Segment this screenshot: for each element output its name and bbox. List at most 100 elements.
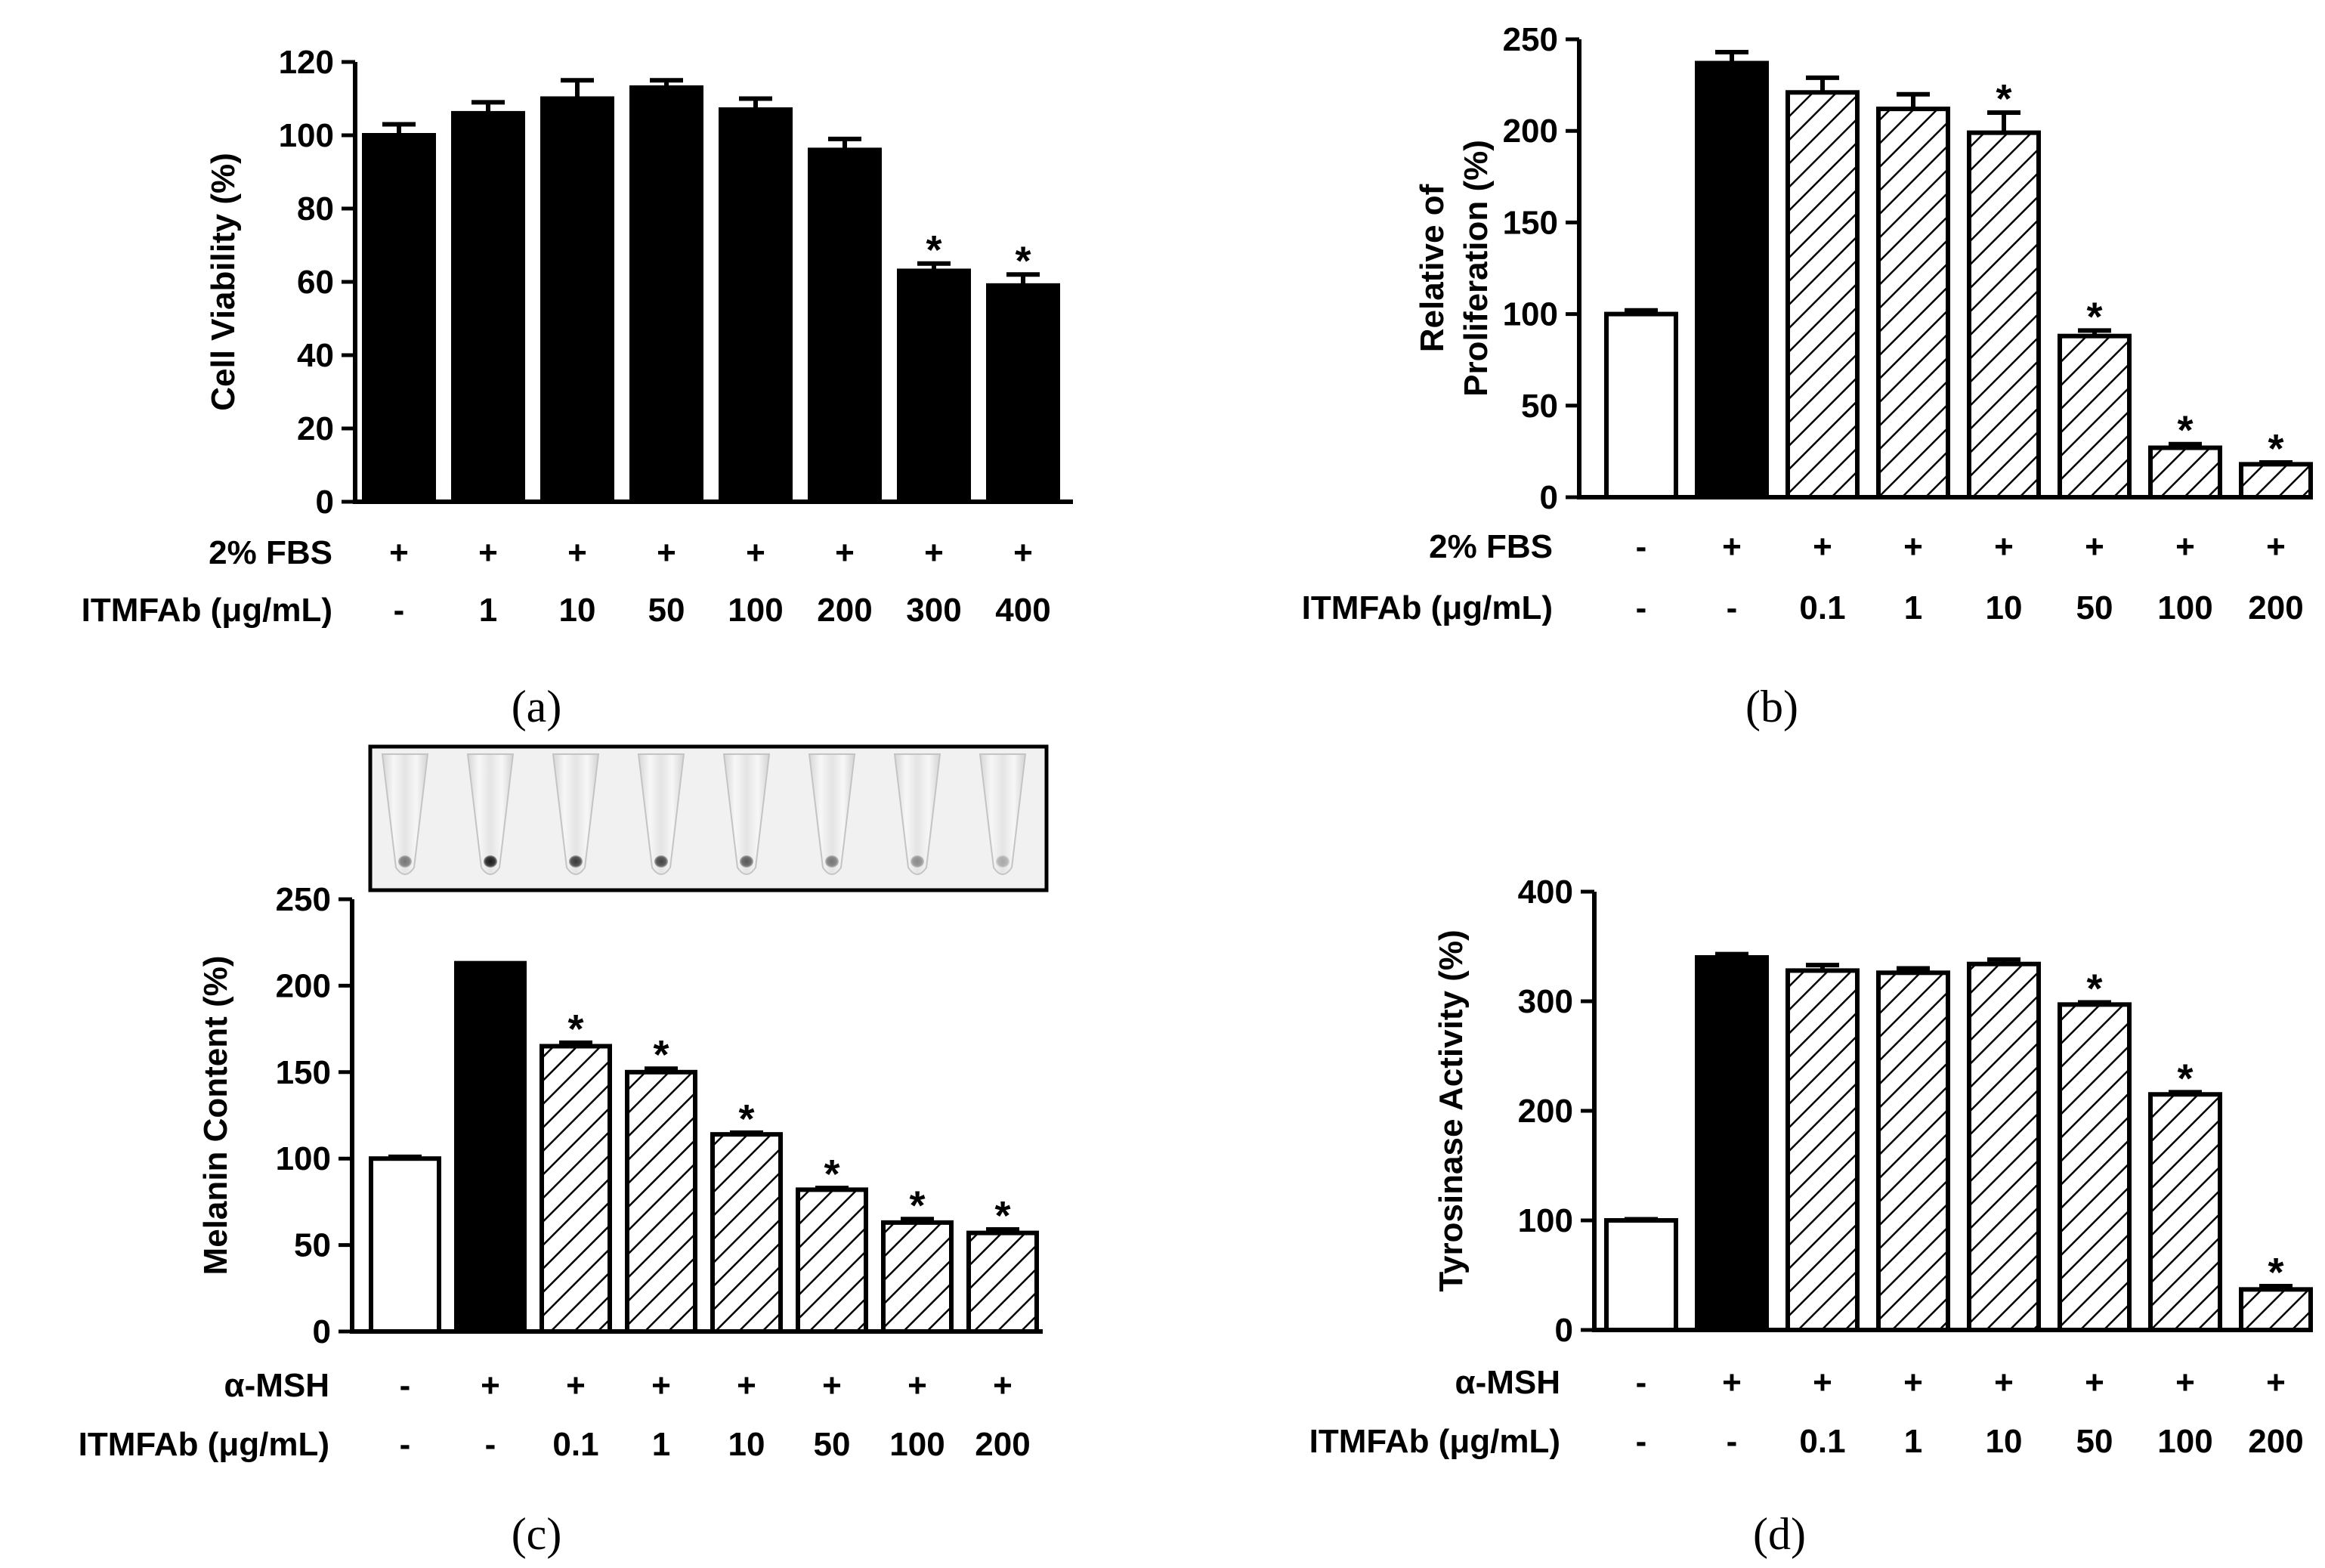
bar [1785, 968, 1860, 1333]
condition-value: + [907, 1367, 927, 1404]
condition-value: 200 [817, 592, 872, 629]
condition-value: 1 [652, 1426, 670, 1463]
bar [796, 1187, 868, 1335]
significance-star: * [2086, 966, 2102, 1011]
condition-value: 10 [559, 592, 596, 629]
tube [808, 753, 856, 875]
condition-value: - [394, 592, 405, 629]
condition-value: 50 [648, 592, 685, 629]
significance-star: * [1996, 76, 2011, 122]
condition-value: + [835, 534, 855, 571]
condition-label: 2% FBS [1429, 528, 1553, 565]
condition-value: 1 [1904, 1423, 1922, 1460]
significance-star: * [567, 1007, 583, 1052]
condition-value: 10 [728, 1426, 765, 1463]
y-tick-label: 200 [1518, 1093, 1573, 1130]
condition-value: 400 [995, 592, 1050, 629]
condition-value: + [2266, 1364, 2286, 1401]
significance-star: * [2086, 294, 2102, 339]
cell-pellet [996, 855, 1009, 868]
bar [1967, 130, 2041, 499]
y-axis-label: Relative of [1414, 184, 1451, 352]
significance-star: * [994, 1193, 1010, 1239]
bar [719, 107, 793, 505]
condition-value: 100 [728, 592, 783, 629]
bar [966, 1230, 1039, 1334]
condition-value: 50 [814, 1426, 851, 1463]
bar [2148, 445, 2222, 499]
y-tick-label: 120 [279, 44, 334, 81]
condition-value: + [2175, 528, 2195, 565]
y-axis-label: Melanin Content (%) [197, 956, 234, 1276]
significance-star: * [738, 1096, 754, 1142]
bar [1876, 970, 1950, 1333]
condition-label: ITMFAb (μg/mL) [1309, 1423, 1560, 1460]
condition-value: + [567, 534, 587, 571]
bar [1695, 955, 1769, 1332]
condition-value: + [737, 1367, 756, 1404]
bar [369, 1156, 441, 1334]
cell-pellet [484, 855, 497, 868]
significance-star: * [2177, 1056, 2193, 1101]
bar [540, 1044, 612, 1334]
bar [362, 133, 436, 504]
y-tick-label: 0 [313, 1313, 331, 1350]
y-tick-label: 150 [1503, 204, 1558, 241]
y-axis-label: Cell Viability (%) [205, 153, 242, 411]
significance-star: * [2268, 1250, 2283, 1295]
condition-value: 300 [906, 592, 961, 629]
condition-value: + [746, 534, 765, 571]
condition-value: 0.1 [1799, 589, 1845, 626]
condition-value: + [1013, 534, 1033, 571]
condition-value: + [389, 534, 409, 571]
bar [1695, 60, 1769, 499]
condition-value: 50 [2076, 589, 2113, 626]
condition-value: + [1903, 1364, 1923, 1401]
bar [710, 1132, 783, 1334]
panel-caption: (a) [512, 682, 562, 731]
bar [1604, 311, 1678, 499]
tube [637, 753, 685, 875]
bar [1785, 90, 1860, 499]
condition-label: α-MSH [224, 1367, 329, 1404]
y-tick-label: 200 [1503, 113, 1558, 150]
condition-value: 10 [1986, 589, 2023, 626]
y-tick-label: 400 [1518, 874, 1573, 911]
condition-value: 0.1 [552, 1426, 598, 1463]
condition-value: + [1722, 1364, 1742, 1401]
y-tick-label: 0 [316, 484, 334, 521]
bar [986, 283, 1060, 504]
y-tick-label: 60 [297, 264, 334, 301]
condition-value: + [1994, 528, 2014, 565]
panel-caption: (c) [512, 1509, 562, 1559]
condition-value: 1 [1904, 589, 1922, 626]
y-tick-label: 80 [297, 190, 334, 227]
significance-star: * [653, 1032, 669, 1078]
condition-value: + [566, 1367, 586, 1404]
condition-value: + [657, 534, 676, 571]
condition-value: + [2085, 528, 2104, 565]
condition-value: - [400, 1426, 411, 1463]
condition-value: + [1813, 1364, 1832, 1401]
condition-label: ITMFAb (μg/mL) [82, 592, 332, 629]
panel-caption: (b) [1745, 682, 1798, 731]
condition-value: 200 [2248, 589, 2303, 626]
condition-value: 200 [2248, 1423, 2303, 1460]
cell-pellet [398, 855, 412, 868]
tube [979, 753, 1027, 875]
y-tick-label: 100 [279, 117, 334, 154]
condition-value: - [485, 1426, 496, 1463]
condition-value: + [1813, 528, 1832, 565]
condition-value: + [481, 1367, 500, 1404]
y-axis-label: Proliferation (%) [1458, 140, 1495, 397]
significance-star: * [824, 1152, 839, 1197]
y-tick-label: 150 [276, 1054, 331, 1091]
y-tick-label: 300 [1518, 983, 1573, 1020]
bar [451, 110, 525, 504]
bar [897, 268, 971, 504]
condition-value: 100 [889, 1426, 945, 1463]
bar [2239, 1287, 2313, 1332]
condition-value: + [1994, 1364, 2014, 1401]
